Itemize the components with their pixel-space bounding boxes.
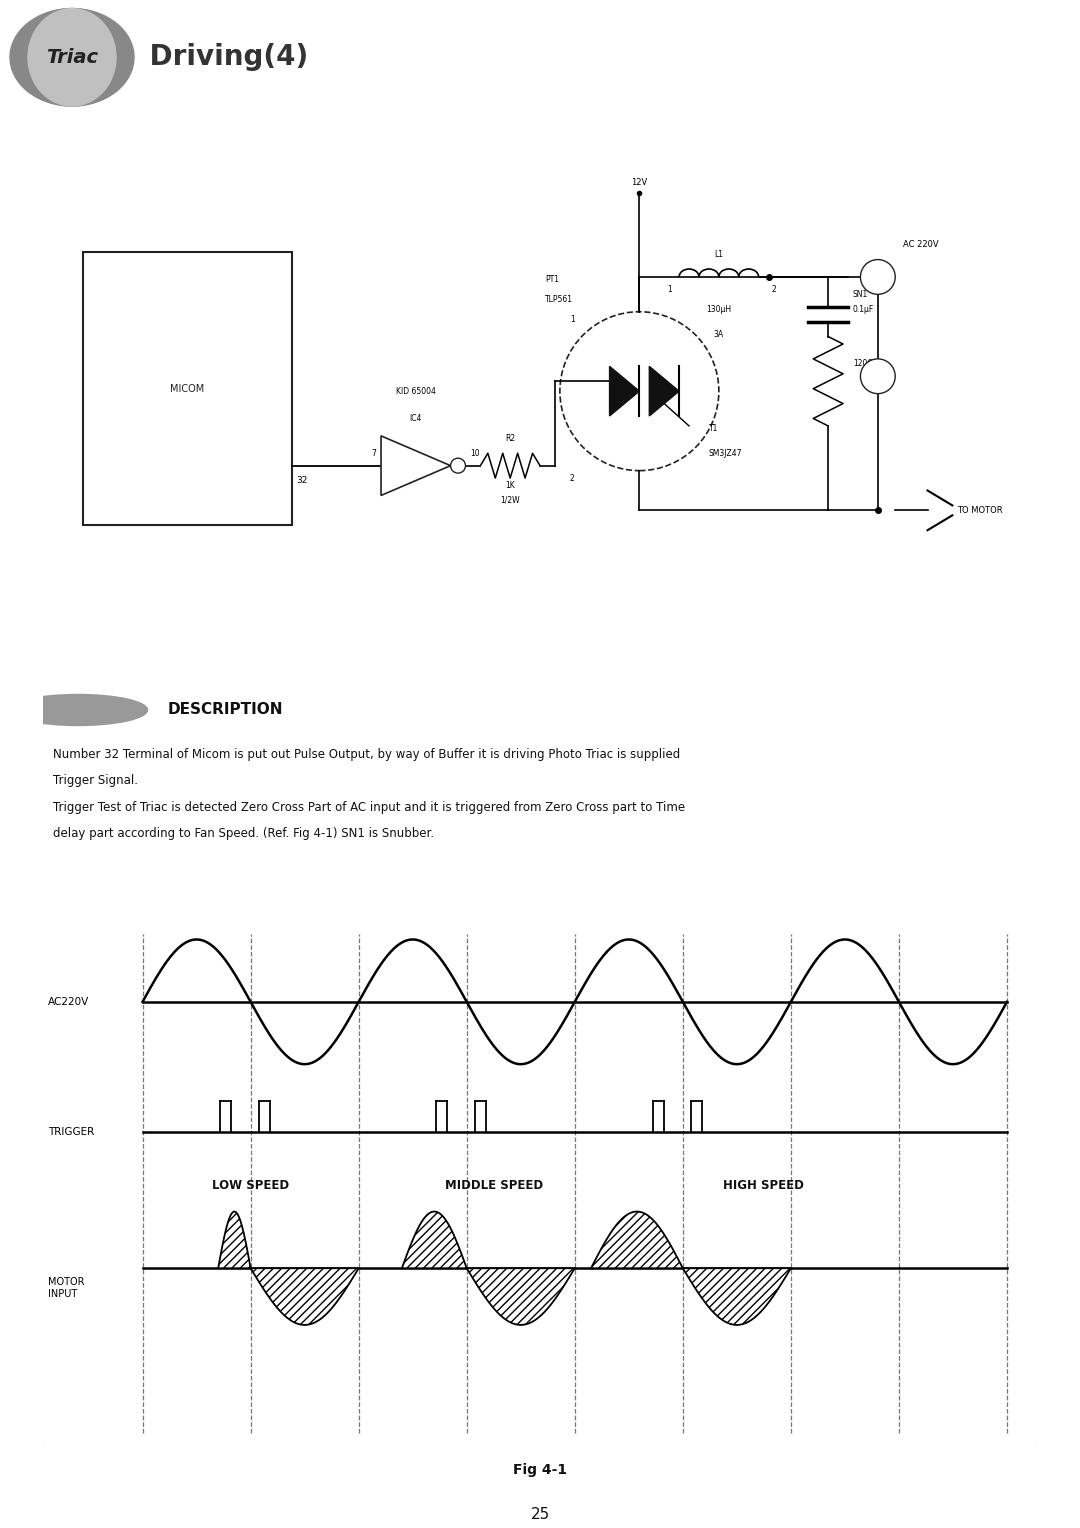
Polygon shape (591, 1212, 683, 1268)
Ellipse shape (10, 9, 134, 105)
Text: AC220V: AC220V (49, 996, 90, 1007)
Text: 1: 1 (570, 315, 575, 324)
Text: Driving(4): Driving(4) (140, 43, 308, 72)
Text: Trigger Test of Triac is detected Zero Cross Part of AC input and it is triggere: Trigger Test of Triac is detected Zero C… (53, 801, 686, 814)
Text: 2: 2 (570, 474, 575, 483)
Polygon shape (218, 1212, 251, 1268)
Text: HIGH SPEED: HIGH SPEED (724, 1180, 805, 1192)
Text: PT1: PT1 (545, 275, 559, 284)
Text: IC4: IC4 (409, 414, 422, 423)
Text: Fig 4-1: Fig 4-1 (513, 1464, 567, 1478)
Polygon shape (609, 367, 639, 416)
Text: delay part according to Fan Speed. (Ref. Fig 4-1) SN1 is Snubber.: delay part according to Fan Speed. (Ref.… (53, 828, 434, 840)
Text: LOW SPEED: LOW SPEED (212, 1180, 289, 1192)
Text: Triac: Triac (46, 47, 98, 67)
Circle shape (450, 458, 465, 474)
Text: T1: T1 (708, 423, 718, 432)
Text: 120Ohm: 120Ohm (853, 359, 886, 368)
Text: L: L (876, 373, 880, 379)
Polygon shape (402, 1212, 467, 1268)
Bar (83, 252, 292, 526)
Text: SN1: SN1 (853, 290, 868, 299)
Text: 32: 32 (297, 477, 308, 484)
Ellipse shape (28, 9, 116, 105)
Text: MICOM: MICOM (171, 384, 204, 394)
Text: TLP561: TLP561 (545, 295, 573, 304)
Circle shape (861, 260, 895, 295)
Text: Trigger Signal.: Trigger Signal. (53, 775, 138, 787)
Text: MIDDLE SPEED: MIDDLE SPEED (445, 1180, 543, 1192)
Text: MOTOR
INPUT: MOTOR INPUT (49, 1277, 84, 1299)
Circle shape (25, 698, 132, 721)
Text: L1: L1 (714, 251, 724, 260)
Text: 7: 7 (372, 449, 376, 458)
Text: N: N (875, 274, 880, 280)
Circle shape (16, 697, 139, 724)
Text: SM3JZ47: SM3JZ47 (708, 449, 742, 458)
Text: TRIGGER: TRIGGER (49, 1128, 94, 1137)
Ellipse shape (22, 9, 122, 105)
Text: 130μH: 130μH (706, 304, 731, 313)
Polygon shape (467, 1268, 575, 1325)
Text: TO MOTOR: TO MOTOR (957, 506, 1003, 515)
Polygon shape (251, 1268, 359, 1325)
Text: 25: 25 (530, 1507, 550, 1522)
Circle shape (40, 701, 116, 718)
FancyBboxPatch shape (41, 150, 1039, 652)
Text: DESCRIPTION: DESCRIPTION (167, 703, 283, 718)
Polygon shape (649, 367, 679, 416)
Ellipse shape (14, 9, 130, 105)
Text: AC 220V: AC 220V (903, 240, 939, 249)
Text: 1K: 1K (505, 481, 515, 490)
Text: 3A: 3A (714, 330, 724, 339)
Text: 10: 10 (471, 449, 481, 458)
Polygon shape (683, 1268, 791, 1325)
Text: 0.1μF: 0.1μF (853, 304, 874, 313)
Circle shape (861, 359, 895, 394)
Ellipse shape (18, 9, 126, 105)
Text: 1: 1 (666, 284, 672, 293)
Polygon shape (381, 435, 450, 495)
Text: Number 32 Terminal of Micom is put out Pulse Output, by way of Buffer it is driv: Number 32 Terminal of Micom is put out P… (53, 747, 680, 761)
Text: 2: 2 (771, 284, 775, 293)
Circle shape (9, 694, 148, 726)
Circle shape (32, 700, 124, 720)
Text: 1/2W: 1/2W (500, 497, 519, 504)
Text: 12V: 12V (631, 177, 648, 186)
Text: KID 65004: KID 65004 (396, 387, 435, 396)
Circle shape (559, 312, 719, 471)
Text: R2: R2 (505, 434, 515, 443)
FancyBboxPatch shape (40, 915, 1040, 1445)
